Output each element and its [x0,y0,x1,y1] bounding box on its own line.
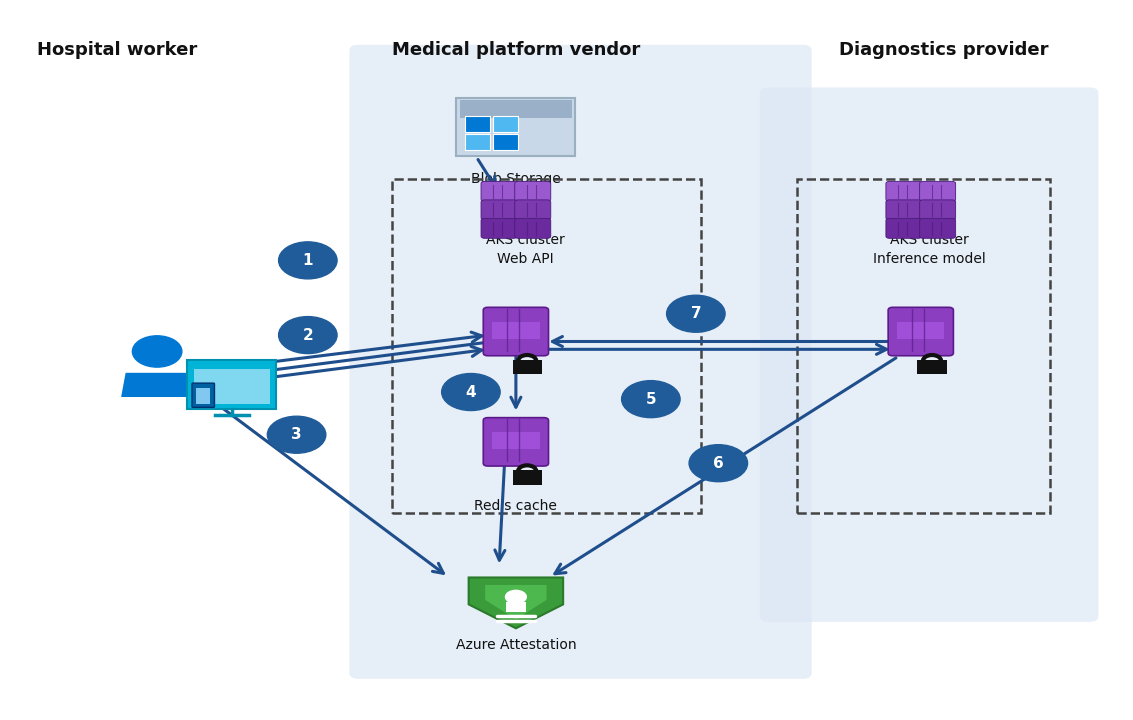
Circle shape [505,590,527,603]
FancyBboxPatch shape [349,45,811,679]
Circle shape [689,445,748,482]
FancyBboxPatch shape [466,116,491,132]
FancyBboxPatch shape [460,100,572,118]
FancyBboxPatch shape [918,360,947,374]
Text: 1: 1 [303,253,313,268]
Text: 6: 6 [713,456,724,471]
FancyBboxPatch shape [514,181,551,202]
Polygon shape [469,577,563,629]
Text: Medical platform vendor: Medical platform vendor [392,42,640,60]
Text: 4: 4 [466,384,476,400]
Text: Diagnostics provider: Diagnostics provider [838,42,1048,60]
FancyBboxPatch shape [888,307,953,356]
FancyBboxPatch shape [897,322,945,338]
Circle shape [279,317,338,354]
Polygon shape [121,373,193,397]
FancyBboxPatch shape [466,134,491,150]
Text: 5: 5 [646,392,656,407]
Circle shape [279,242,338,279]
Text: Blob Storage: Blob Storage [471,171,561,186]
FancyBboxPatch shape [512,470,542,485]
Text: 2: 2 [303,328,313,343]
FancyBboxPatch shape [512,360,542,374]
FancyBboxPatch shape [484,307,548,356]
FancyBboxPatch shape [514,218,551,238]
FancyBboxPatch shape [920,218,955,238]
FancyBboxPatch shape [920,181,955,202]
Polygon shape [485,585,546,619]
Circle shape [666,295,725,332]
FancyBboxPatch shape [482,200,517,220]
FancyBboxPatch shape [886,200,922,220]
FancyBboxPatch shape [493,134,518,150]
Text: Azure Attestation: Azure Attestation [455,638,577,652]
FancyBboxPatch shape [482,181,517,202]
FancyBboxPatch shape [196,388,210,404]
FancyBboxPatch shape [191,383,214,408]
FancyBboxPatch shape [886,181,922,202]
Text: AKS cluster
Web API: AKS cluster Web API [486,233,564,266]
FancyBboxPatch shape [194,369,270,404]
Text: Hospital worker: Hospital worker [36,42,197,60]
Circle shape [267,416,326,453]
FancyBboxPatch shape [920,200,955,220]
FancyBboxPatch shape [484,418,548,466]
Circle shape [442,374,500,410]
FancyBboxPatch shape [457,98,576,156]
FancyBboxPatch shape [492,432,539,449]
Text: AKS cluster
Inference model: AKS cluster Inference model [874,233,986,266]
Text: 3: 3 [291,427,301,442]
Circle shape [622,381,680,418]
FancyBboxPatch shape [506,602,526,612]
Text: 7: 7 [690,306,701,321]
FancyBboxPatch shape [492,322,539,338]
FancyBboxPatch shape [482,218,517,238]
Circle shape [133,336,182,367]
FancyBboxPatch shape [493,116,518,132]
FancyBboxPatch shape [760,87,1099,622]
FancyBboxPatch shape [886,218,922,238]
Text: Redis cache: Redis cache [475,499,557,513]
FancyBboxPatch shape [187,360,276,410]
FancyBboxPatch shape [514,200,551,220]
